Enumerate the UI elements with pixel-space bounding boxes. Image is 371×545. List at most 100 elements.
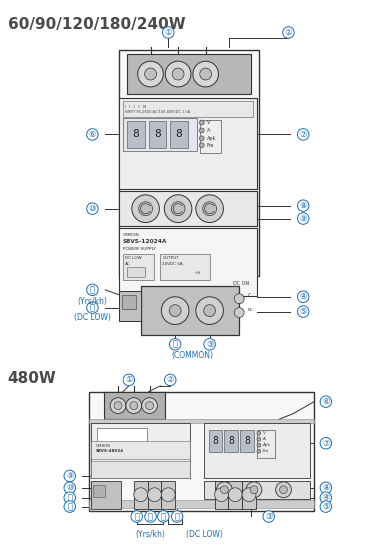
Text: 8: 8	[229, 436, 234, 446]
Circle shape	[234, 294, 244, 304]
Text: (COMMON): (COMMON)	[171, 350, 213, 360]
Text: (Yrs/kh): (Yrs/kh)	[78, 297, 107, 306]
Circle shape	[228, 488, 242, 501]
Text: ⑧: ⑧	[299, 201, 307, 210]
Text: (Yrs/kh): (Yrs/kh)	[135, 530, 165, 540]
Text: ⑮: ⑮	[67, 502, 72, 511]
Circle shape	[280, 486, 288, 494]
Text: ⑨: ⑨	[66, 471, 73, 480]
Bar	[214, 481, 228, 508]
Text: Apk: Apk	[207, 136, 216, 141]
Circle shape	[257, 443, 261, 447]
Text: ⑫: ⑫	[67, 493, 72, 502]
Text: ⑥: ⑥	[89, 130, 96, 139]
Circle shape	[250, 486, 258, 494]
Bar	[123, 118, 197, 152]
Bar	[89, 420, 314, 423]
Text: C: C	[248, 293, 252, 298]
Text: ⑪: ⑪	[175, 512, 180, 521]
Text: A: A	[263, 437, 266, 441]
Bar	[119, 228, 257, 296]
Text: 8: 8	[154, 129, 161, 140]
Bar	[257, 431, 275, 458]
Bar	[134, 481, 148, 508]
Text: OMRON: OMRON	[95, 444, 111, 448]
Bar	[161, 481, 175, 508]
Text: POWER SUPPLY: POWER SUPPLY	[123, 247, 156, 251]
Circle shape	[234, 307, 244, 318]
Text: ⑨: ⑨	[299, 214, 307, 223]
Text: A: A	[207, 128, 210, 133]
Text: 8: 8	[213, 436, 219, 446]
Bar	[89, 500, 314, 507]
Text: ⑫: ⑫	[161, 512, 166, 521]
Bar	[104, 392, 165, 420]
Text: 8: 8	[244, 436, 250, 446]
Text: ⑤: ⑤	[322, 502, 329, 511]
Circle shape	[145, 402, 154, 410]
Circle shape	[257, 437, 261, 441]
Bar	[119, 50, 259, 276]
Circle shape	[257, 449, 261, 453]
Circle shape	[200, 68, 211, 80]
Text: INPUT 85-265V AC/100-480VDC 1.5A: INPUT 85-265V AC/100-480VDC 1.5A	[125, 110, 190, 114]
Bar	[91, 423, 190, 478]
Circle shape	[196, 296, 223, 324]
Circle shape	[199, 143, 204, 148]
Bar	[240, 431, 254, 452]
Text: ⑬: ⑬	[148, 512, 153, 521]
Text: V: V	[263, 431, 266, 435]
Circle shape	[165, 61, 191, 87]
Bar	[200, 119, 221, 153]
Circle shape	[214, 488, 228, 501]
Bar	[119, 191, 257, 227]
Text: (DC LOW): (DC LOW)	[74, 313, 111, 322]
Text: OUTPUT: OUTPUT	[162, 256, 179, 260]
Bar	[170, 120, 188, 148]
Circle shape	[148, 488, 161, 501]
Circle shape	[257, 431, 261, 435]
Circle shape	[242, 488, 256, 501]
Bar	[91, 481, 121, 508]
Text: ④: ④	[299, 292, 307, 301]
Text: V: V	[207, 120, 210, 125]
Circle shape	[171, 202, 185, 216]
Text: DC LOW: DC LOW	[125, 256, 142, 260]
Circle shape	[199, 128, 204, 133]
Text: 480W: 480W	[8, 371, 56, 386]
Circle shape	[199, 136, 204, 141]
Bar	[127, 54, 251, 94]
Bar	[204, 423, 310, 478]
Text: ⑧: ⑧	[322, 483, 329, 492]
Bar	[91, 461, 190, 478]
Text: ④: ④	[322, 493, 329, 502]
Circle shape	[276, 482, 291, 498]
Text: ②: ②	[285, 28, 292, 37]
Circle shape	[199, 120, 204, 125]
Bar	[224, 431, 238, 452]
Circle shape	[145, 68, 157, 80]
Circle shape	[110, 398, 126, 414]
Text: ⑩: ⑩	[89, 204, 96, 213]
Circle shape	[142, 398, 157, 414]
Bar	[209, 431, 223, 452]
Text: ⑦: ⑦	[322, 439, 329, 448]
Bar	[122, 295, 136, 308]
Bar	[123, 254, 154, 280]
Text: ⑭: ⑭	[134, 512, 139, 521]
Bar	[119, 98, 257, 189]
Text: Apk: Apk	[263, 443, 271, 447]
Bar	[89, 392, 314, 511]
Circle shape	[161, 296, 189, 324]
Text: 24VDC 5A: 24VDC 5A	[162, 262, 183, 266]
Text: ②: ②	[167, 376, 174, 384]
Text: S8VS-12024A: S8VS-12024A	[123, 239, 167, 244]
Text: ③: ③	[265, 512, 272, 521]
Text: ⑥: ⑥	[322, 397, 329, 406]
Text: ⑬: ⑬	[173, 340, 178, 349]
Bar	[123, 101, 253, 117]
Bar	[93, 485, 105, 496]
Text: ①: ①	[164, 28, 172, 37]
Text: 60/90/120/180/240W: 60/90/120/180/240W	[8, 17, 186, 32]
Bar	[148, 120, 166, 148]
